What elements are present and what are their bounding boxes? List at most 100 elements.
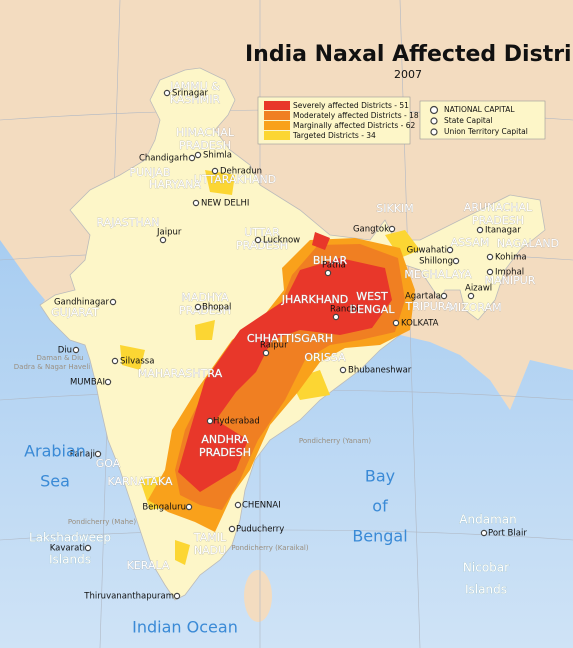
city-label: Kavarati [50, 544, 85, 554]
city-marker [332, 313, 340, 321]
city-label: Gangtok [353, 225, 389, 235]
region-label: PRADESH [199, 446, 251, 459]
legend: Severely affected Districts - 51 Moderat… [257, 96, 546, 145]
city-label: Shillong [419, 257, 453, 267]
city-marker [104, 378, 112, 386]
region-label: Lakshadweep [29, 531, 111, 545]
region-label: MIZORAM [448, 301, 501, 314]
city-label: KOLKATA [401, 319, 439, 329]
region-label: Pondicherry (Karaikal) [231, 544, 308, 552]
region-label: NADU [194, 544, 226, 557]
symbol-entry: State Capital [444, 116, 493, 125]
city-marker [392, 319, 400, 327]
city-marker [111, 357, 119, 365]
region-label: ARUNACHAL [464, 201, 533, 214]
city-label: Port Blair [488, 529, 527, 539]
city-marker [206, 417, 214, 425]
city-marker [446, 246, 454, 254]
region-label: ANDHRA [201, 433, 249, 446]
region-label: TRIPURA [404, 300, 452, 313]
city-marker [188, 154, 196, 162]
city-marker [486, 253, 494, 261]
city-marker [194, 303, 202, 311]
region-label: ORISSA [304, 351, 346, 364]
city-marker [440, 292, 448, 300]
region-label: HIMACHAL [176, 126, 235, 139]
region-label: GOA [96, 457, 121, 470]
severe-area-north [312, 232, 330, 250]
region-label: CHHATTISGARH [247, 332, 333, 345]
city-marker [388, 225, 396, 233]
city-label: Srinagar [172, 89, 208, 99]
region-label: Islands [49, 553, 91, 567]
region-label: WEST [356, 290, 388, 303]
sea-label: of [372, 497, 388, 516]
symbol-entry: NATIONAL CAPITAL [444, 105, 515, 114]
region-label: SIKKIM [376, 202, 413, 215]
region-label: PRADESH [472, 214, 524, 227]
legend-swatch [264, 131, 290, 140]
city-label: Gandhinagar [54, 298, 110, 308]
city-label: Bhubaneshwar [348, 366, 412, 376]
sea-label: Indian Ocean [132, 618, 238, 637]
city-label: Diu [58, 346, 72, 356]
legend-entry: Marginally affected Districts - 62 [293, 121, 415, 130]
region-label: KASHMIR [170, 93, 221, 106]
city-marker [211, 167, 219, 175]
city-label: NEW DELHI [201, 199, 249, 209]
region-label: UTTARAKHAND [194, 173, 276, 186]
symbol-entry: Union Territory Capital [444, 127, 528, 136]
region-label: BENGAL [350, 303, 396, 316]
region-label: Islands [465, 583, 507, 597]
legend-swatch [264, 121, 290, 130]
region-label: Dadra & Nagar Haveli [14, 363, 91, 371]
sea [0, 240, 573, 648]
city-marker [254, 236, 262, 244]
city-label: Dehradun [220, 167, 262, 177]
region-label: ASSAM [451, 236, 490, 249]
region-label: PUNJAB [129, 166, 170, 179]
city-marker [84, 544, 92, 552]
sea-label: Bengal [352, 527, 407, 546]
city-marker [163, 89, 171, 97]
region-label: Nicobar [463, 561, 509, 575]
legend-entry: Targeted Districts - 34 [292, 131, 376, 140]
city-marker [185, 503, 193, 511]
city-labels: Srinagar Shimla Chandigarh Dehradun NEW DELH… [50, 89, 528, 602]
city-label: Raipur [260, 341, 288, 351]
symbol-legend-box [419, 100, 546, 140]
sea-label: Sea [40, 472, 70, 491]
region-label: MEGHALAYA [404, 268, 472, 281]
city-label: Imphal [495, 268, 524, 278]
city-label: Silvassa [120, 357, 154, 367]
legend-entry: Severely affected Districts - 51 [293, 101, 409, 110]
city-marker [72, 346, 80, 354]
targeted-areas [120, 170, 420, 565]
city-marker [159, 236, 167, 244]
sri-lanka [244, 570, 272, 622]
region-label: TAMIL [193, 531, 227, 544]
city-marker [109, 298, 117, 306]
region-label: KARNATAKA [107, 475, 172, 488]
city-label: Ranchi [330, 305, 359, 315]
city-label: Lucknow [263, 236, 300, 246]
city-label: Puducherry [236, 525, 284, 535]
legend-swatch [264, 111, 290, 120]
city-marker [262, 349, 270, 357]
region-label: RAJASTHAN [96, 216, 159, 229]
region-labels: JAMMU &KASHMIRHIMACHALPRADESHPUNJABHARYA… [14, 80, 560, 597]
subtitle: 2007 [394, 68, 422, 81]
city-marker [486, 268, 494, 276]
city-marker [452, 257, 460, 265]
city-marker [324, 269, 332, 277]
city-label: Patna [322, 261, 346, 271]
region-label: MANIPUR [485, 274, 536, 287]
legend-entry: Moderately affected Districts - 18 [293, 111, 419, 120]
region-label: PRADESH [179, 139, 231, 152]
region-label: PRADESH [236, 239, 288, 252]
city-marker [228, 525, 236, 533]
city-label: Kohima [495, 253, 527, 263]
city-label: Guwahati [407, 246, 447, 256]
city-marker [173, 592, 181, 600]
